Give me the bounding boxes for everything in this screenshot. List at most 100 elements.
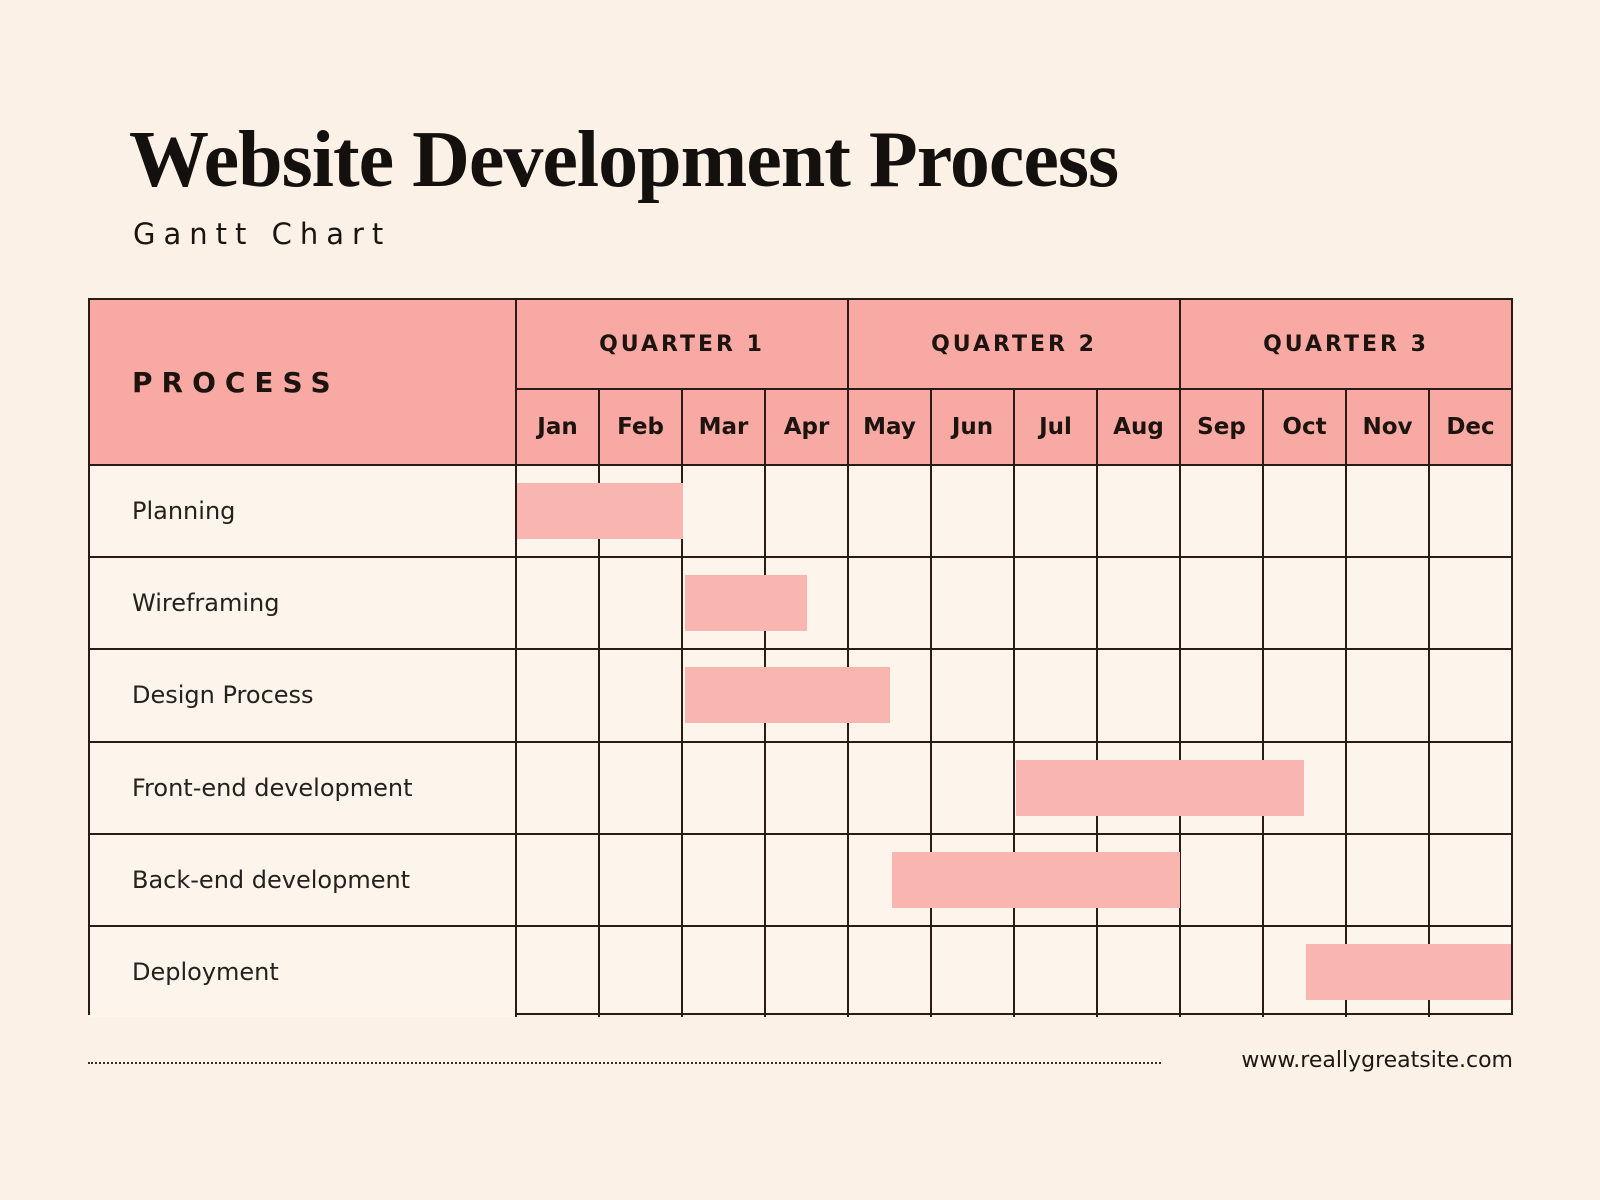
month-cell [517, 558, 598, 648]
gantt-table-body: Planning Wireframing Design Process Front-e… [90, 464, 1511, 1018]
month-cell [847, 742, 930, 833]
task-label-cell: Design Process [90, 650, 517, 741]
month-cell [681, 742, 764, 833]
month-cell [1345, 558, 1428, 649]
month-cell [517, 743, 598, 833]
month-cell [598, 834, 681, 925]
process-header-label: PROCESS [132, 365, 340, 399]
month-cell [1428, 742, 1511, 833]
task-timeline [517, 558, 1511, 649]
task-label: Planning [132, 497, 236, 526]
month-cell [1262, 650, 1345, 741]
month-cell [847, 834, 930, 925]
month-cell [1013, 466, 1096, 557]
quarter-header: QUARTER 2 [847, 300, 1179, 388]
month-header: Oct [1262, 390, 1345, 464]
gantt-table: PROCESS QUARTER 1 QUARTER 2 QUARTER 3 Jan F… [88, 298, 1513, 1018]
month-cell [1428, 466, 1511, 557]
task-timeline [517, 834, 1511, 925]
month-cell [1179, 926, 1262, 1018]
month-cell [681, 466, 764, 557]
task-bar [891, 851, 1180, 908]
month-cell [681, 650, 764, 741]
footer-divider [88, 1062, 1161, 1064]
process-header-cell: PROCESS [90, 300, 517, 464]
task-row: Deployment [90, 924, 1511, 1018]
task-bar [684, 667, 890, 724]
month-cell [1262, 926, 1345, 1018]
task-timeline [517, 466, 1511, 557]
page-title: Website Development Process [129, 116, 1119, 204]
month-header: Feb [598, 390, 681, 464]
task-row: Planning [90, 464, 1511, 557]
month-cell [1096, 650, 1179, 741]
month-cell [1013, 650, 1096, 741]
month-cell [681, 558, 764, 649]
task-row: Back-end development [90, 832, 1511, 925]
task-label: Back-end development [132, 865, 411, 894]
month-cell [930, 926, 1013, 1018]
month-cell [1428, 834, 1511, 925]
month-cell [1179, 466, 1262, 557]
task-label-cell: Wireframing [90, 558, 517, 649]
month-cell [930, 650, 1013, 741]
page-subtitle: Gantt Chart [133, 217, 392, 251]
month-header: Jun [930, 390, 1013, 464]
month-cell [1013, 926, 1096, 1018]
month-cell [1096, 558, 1179, 649]
month-cell [1179, 834, 1262, 925]
task-bar [1305, 943, 1511, 1000]
month-cell [764, 742, 847, 833]
month-cell [1345, 466, 1428, 557]
month-cell [598, 742, 681, 833]
month-header-row: Jan Feb Mar Apr May Jun Jul Aug Sep Oct Nov Dec [517, 390, 1511, 464]
month-cell [598, 926, 681, 1018]
task-label: Design Process [132, 681, 314, 710]
month-cell [847, 558, 930, 649]
month-cell [1345, 650, 1428, 741]
month-cell [1262, 466, 1345, 557]
month-header: May [847, 390, 930, 464]
task-row: Front-end development [90, 740, 1511, 833]
month-cell [1013, 558, 1096, 649]
task-bar [684, 575, 807, 632]
task-label: Wireframing [132, 589, 280, 618]
footer-url: www.reallygreatsite.com [1241, 1048, 1513, 1073]
task-row: Wireframing [90, 556, 1511, 649]
month-header: Jan [537, 414, 578, 440]
month-header: Dec [1428, 390, 1511, 464]
task-timeline [517, 742, 1511, 833]
quarter-header-row: QUARTER 1 QUARTER 2 QUARTER 3 [517, 300, 1511, 390]
month-cell [1179, 650, 1262, 741]
quarter-header: QUARTER 1 [599, 331, 765, 357]
month-cell [1096, 926, 1179, 1018]
month-cell [517, 835, 598, 925]
month-cell [1428, 650, 1511, 741]
month-cell [1262, 834, 1345, 925]
task-timeline [517, 926, 1511, 1018]
month-cell [1428, 558, 1511, 649]
month-cell [847, 466, 930, 557]
month-header: Aug [1096, 390, 1179, 464]
task-label: Front-end development [132, 773, 413, 802]
month-cell [1345, 742, 1428, 833]
task-label-cell: Front-end development [90, 742, 517, 833]
month-header: Mar [681, 390, 764, 464]
month-header: Apr [764, 390, 847, 464]
task-timeline [517, 650, 1511, 741]
month-cell [764, 834, 847, 925]
month-cell [598, 558, 681, 649]
month-cell [1262, 558, 1345, 649]
month-header: Jul [1013, 390, 1096, 464]
month-cell [1179, 558, 1262, 649]
gantt-table-header: PROCESS QUARTER 1 QUARTER 2 QUARTER 3 Jan F… [90, 300, 1511, 464]
task-label: Deployment [132, 957, 279, 986]
timeline-header: QUARTER 1 QUARTER 2 QUARTER 3 Jan Feb Mar Apr… [517, 300, 1511, 464]
task-bar [1016, 759, 1304, 816]
task-label-cell: Planning [90, 466, 517, 557]
task-bar [517, 483, 683, 540]
task-label-cell: Deployment [90, 926, 517, 1018]
month-cell [930, 742, 1013, 833]
month-cell [681, 834, 764, 925]
month-header: Sep [1179, 390, 1262, 464]
